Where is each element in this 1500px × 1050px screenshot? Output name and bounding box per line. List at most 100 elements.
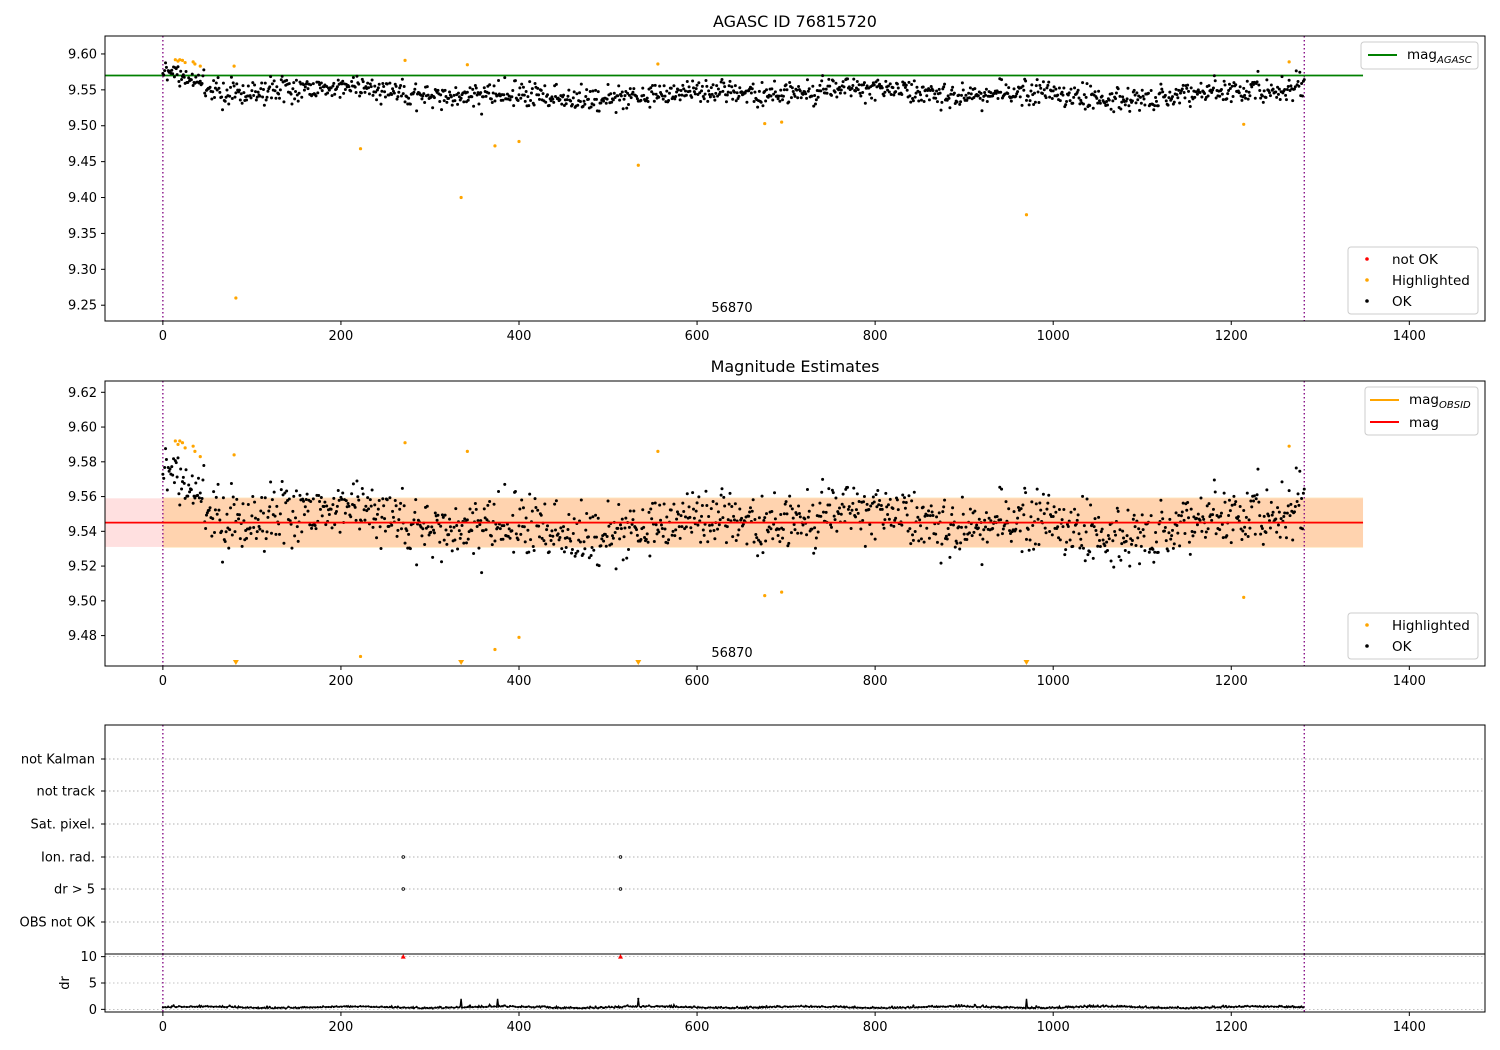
- ok-point: [1291, 99, 1295, 103]
- ok-point: [1033, 542, 1037, 546]
- ok-point: [251, 494, 255, 498]
- ok-point: [215, 512, 219, 516]
- ok-point: [1278, 535, 1282, 539]
- ok-point: [164, 458, 168, 462]
- ok-point: [266, 89, 270, 93]
- ok-point: [1082, 524, 1086, 528]
- ok-point: [1134, 101, 1138, 105]
- dr-point: [292, 1006, 295, 1009]
- ok-point: [471, 87, 475, 91]
- ok-point: [539, 88, 543, 92]
- legend-box: [1360, 41, 1479, 70]
- ok-point: [765, 88, 769, 92]
- ok-point: [597, 564, 601, 568]
- dr-point: [1251, 1004, 1254, 1008]
- ok-point: [466, 537, 470, 541]
- dr-point: [602, 1006, 605, 1010]
- dr-point: [874, 1006, 878, 1009]
- ok-point: [905, 88, 909, 92]
- dr-point: [1093, 1005, 1097, 1008]
- ok-point: [835, 95, 839, 99]
- ok-point: [1071, 101, 1075, 105]
- ok-point: [568, 537, 572, 541]
- dr-point: [869, 1006, 872, 1010]
- ok-point: [464, 541, 468, 545]
- ok-point: [585, 512, 589, 516]
- ok-point: [1257, 83, 1261, 87]
- ok-point: [526, 95, 530, 99]
- ok-point: [1294, 466, 1298, 470]
- dr-point: [394, 1005, 397, 1009]
- ok-point: [336, 78, 340, 82]
- ok-point: [1298, 469, 1302, 473]
- ok-point: [1154, 540, 1158, 544]
- agasc-panel: AGASC ID 76815720 0 200 400 600 800 1000 1200 1…: [68, 12, 1486, 344]
- ok-point: [233, 530, 237, 534]
- ok-point: [1177, 513, 1181, 517]
- ok-point: [933, 92, 937, 96]
- ok-point: [970, 534, 974, 538]
- ok-point: [296, 99, 300, 103]
- ok-point: [818, 501, 822, 505]
- ok-point: [220, 529, 224, 533]
- ok-point: [1177, 88, 1181, 92]
- ok-point: [261, 87, 265, 91]
- ok-point: [929, 85, 933, 89]
- ok-point: [170, 465, 174, 469]
- ok-point: [319, 496, 323, 499]
- dr-point: [212, 1005, 215, 1009]
- ok-point: [835, 529, 839, 533]
- dr-point: [666, 1005, 669, 1008]
- ok-point: [588, 516, 592, 520]
- highlighted-point: [403, 58, 407, 63]
- ok-point: [632, 509, 636, 513]
- dr-point: [1302, 1006, 1305, 1009]
- ok-point: [378, 93, 382, 97]
- ok-point: [576, 549, 580, 553]
- dr-point: [1230, 1005, 1233, 1009]
- ok-point: [379, 102, 383, 106]
- ok-point: [1302, 78, 1306, 82]
- dr-point: [1198, 1006, 1201, 1009]
- ok-point: [886, 88, 890, 92]
- ok-point: [558, 536, 562, 540]
- ok-point: [1122, 536, 1126, 540]
- ok-point: [241, 84, 245, 88]
- ok-point: [221, 560, 225, 564]
- dr-point: [567, 1006, 571, 1009]
- ok-point: [1220, 92, 1224, 96]
- ok-point: [769, 94, 773, 98]
- ok-point: [398, 507, 402, 511]
- ok-point: [659, 523, 663, 527]
- ok-point: [623, 526, 627, 530]
- ok-point: [874, 493, 878, 497]
- ok-point: [564, 102, 568, 106]
- ok-point: [909, 542, 913, 546]
- dr-point: [730, 1007, 733, 1010]
- ok-point: [804, 92, 808, 96]
- dr-point: [316, 1006, 319, 1009]
- ok-point: [646, 540, 650, 544]
- ok-point: [449, 95, 453, 99]
- dr-point: [947, 1005, 950, 1008]
- ok-point: [448, 90, 452, 94]
- ok-point: [1275, 530, 1279, 534]
- ok-point: [221, 496, 225, 500]
- ok-point: [1182, 518, 1186, 522]
- ok-point: [1117, 555, 1121, 559]
- ok-point: [1061, 525, 1065, 529]
- ok-point: [1089, 84, 1093, 88]
- ok-point: [1163, 93, 1167, 97]
- ok-point: [397, 90, 401, 94]
- dr-point: [1246, 1004, 1249, 1007]
- dr-point: [647, 1004, 651, 1007]
- ok-point: [825, 91, 829, 95]
- ok-point: [1284, 525, 1288, 529]
- ok-point: [278, 96, 281, 100]
- ok-point: [285, 78, 289, 82]
- ok-point: [438, 540, 442, 544]
- ok-point: [231, 495, 235, 499]
- ok-point: [596, 516, 600, 520]
- offscale-highlighted-marker: [635, 660, 642, 665]
- ok-point: [1268, 91, 1272, 95]
